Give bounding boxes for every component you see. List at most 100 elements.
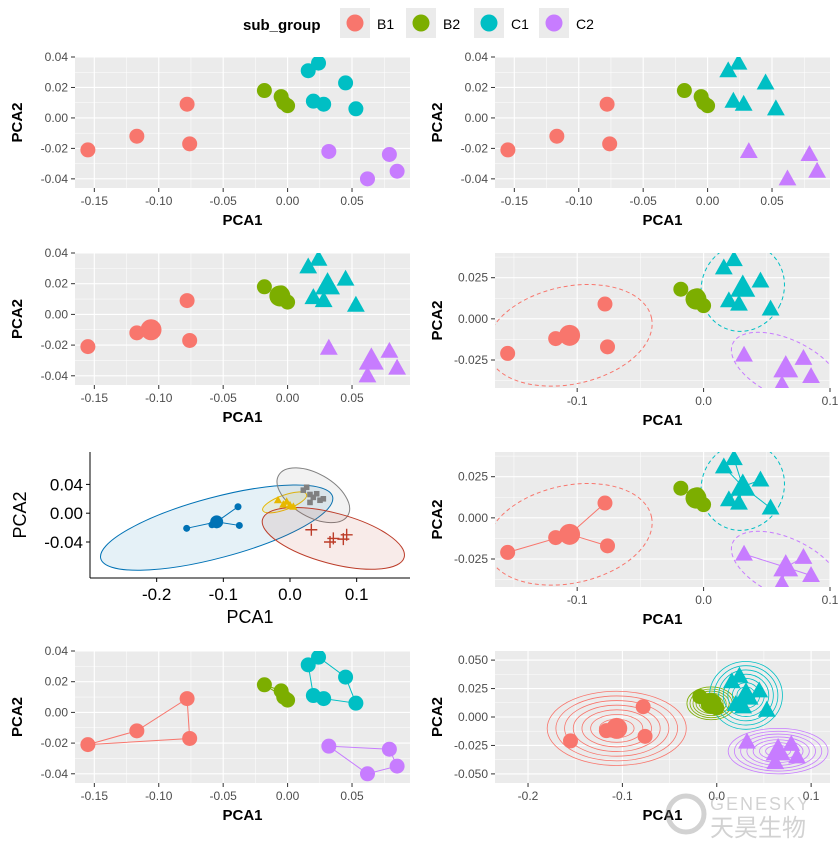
x-tick-label: 0.00 [276, 391, 300, 405]
point-C2-1 [778, 169, 797, 186]
y-tick-label: 0.00 [45, 705, 69, 719]
y-tick-label: 0.04 [465, 50, 489, 64]
x-tick-label: 0.0 [278, 585, 302, 604]
point-B1-0 [500, 345, 516, 361]
centroid-C2 [773, 554, 799, 577]
point-B1-2 [597, 296, 613, 312]
panel-scatter-density: -0.2 -0.1 0.0 0.1 -0.050 -0.025 0.000 0.025 0.05… [429, 651, 830, 824]
x-axis-title: PCA1 [226, 607, 273, 627]
point-C1-3 [316, 691, 332, 707]
x-tick-label: -0.05 [629, 194, 657, 208]
legend-marker-B1 [346, 14, 364, 32]
y-tick-label: 0.02 [45, 80, 69, 94]
y-tick-label: -0.02 [41, 141, 69, 155]
x-tick-label: -0.05 [209, 391, 237, 405]
point-C2-2 [794, 547, 813, 564]
x-tick-label: -0.05 [209, 194, 237, 208]
density-contour-B1 [572, 704, 661, 752]
point-C1-5 [348, 695, 364, 711]
legend: sub_group B1 B2 C1 C2 [243, 8, 594, 38]
point-group-2-2 [307, 491, 313, 498]
point-B1-0 [500, 544, 516, 560]
point-C2-3 [808, 161, 827, 178]
point-B1-1 [129, 128, 145, 144]
y-axis-title: PCA2 [429, 499, 446, 539]
y-tick-label: 0.00 [465, 111, 489, 125]
y-tick-label: 0.000 [458, 710, 488, 724]
point-C1-5 [346, 295, 365, 312]
point-C1-3 [734, 94, 753, 111]
point-C1-5 [757, 700, 776, 717]
plot-area [80, 57, 405, 187]
point-C2-0 [321, 738, 337, 754]
panel-scatter-shapes: -0.15 -0.10 -0.05 0.00 0.05 -0.04 -0.02 0.00 0.0… [429, 50, 830, 229]
point-B1-0 [80, 339, 96, 355]
y-tick-label: -0.02 [41, 736, 69, 750]
plot-background [75, 253, 410, 385]
y-axis-title: PCA2 [9, 102, 26, 142]
panel-scatter-spokes: -0.1 0.0 0.1 -0.025 0.000 0.025 PCA1 PCA2 [429, 452, 839, 628]
point-C1-1 [729, 57, 748, 70]
point-B2-3 [276, 689, 292, 705]
centroid-group-0 [210, 515, 224, 529]
point-C2-3 [788, 747, 806, 764]
point-B1-2 [179, 96, 195, 112]
point-C1-2 [304, 288, 323, 305]
y-tick-label: 0.025 [458, 470, 488, 484]
y-tick-label: 0.02 [465, 80, 489, 94]
point-C2-1 [774, 574, 790, 587]
point-B1-2 [597, 495, 613, 511]
y-axis-title: PCA2 [9, 697, 26, 737]
point-C2-0 [735, 345, 753, 362]
centroid-B2 [685, 487, 707, 509]
point-B1-3 [602, 136, 618, 152]
ellipse-C2 [730, 331, 830, 388]
density-contour-C2 [734, 730, 823, 772]
x-tick-label: 0.05 [340, 391, 364, 405]
x-axis-title: PCA1 [222, 807, 262, 824]
point-C1-4 [336, 269, 355, 286]
panel-scatter-hulls: -0.15 -0.10 -0.05 0.00 0.05 -0.04 -0.02 0.00 0.0… [9, 644, 410, 824]
y-tick-label: -0.025 [454, 738, 488, 752]
x-tick-label: 0.1 [803, 789, 820, 803]
legend-label-B1: B1 [377, 16, 394, 32]
y-tick-label: -0.025 [454, 552, 488, 566]
point-B1-3 [600, 538, 616, 554]
point-B1-2 [179, 691, 195, 707]
plot-background [75, 651, 410, 783]
centroid-B1 [140, 319, 162, 341]
point-group-2-7 [307, 499, 313, 506]
point-C1-4 [751, 470, 770, 487]
point-C2-2 [380, 341, 399, 358]
point-group-2-0 [300, 487, 307, 493]
point-B2-0 [676, 83, 692, 99]
x-tick-label: -0.2 [518, 789, 539, 803]
x-tick-label: 0.05 [340, 789, 364, 803]
y-axis-title: PCA2 [9, 299, 26, 339]
point-group-2-3 [310, 494, 317, 501]
plot-background [495, 253, 830, 388]
legend-label-C1: C1 [511, 16, 529, 32]
point-C2-1 [774, 375, 790, 388]
point-group-3-4 [327, 532, 340, 545]
point-C2-2 [782, 734, 801, 751]
panel-scatter-basic: -0.15 -0.10 -0.05 0.00 0.05 -0.04 -0.02 0.00 0.0… [9, 50, 410, 229]
y-tick-label: -0.04 [41, 172, 69, 186]
point-C1-3 [314, 291, 333, 308]
point-C1-1 [309, 253, 328, 266]
point-C1-5 [761, 299, 780, 316]
y-axis-title: PCA2 [429, 697, 446, 737]
point-C1-0 [299, 257, 318, 274]
x-tick-label: 0.05 [760, 194, 784, 208]
point-C2-1 [358, 366, 377, 383]
x-tick-label: 0.0 [695, 394, 712, 408]
density-contour-C2 [727, 727, 829, 775]
y-tick-label: 0.00 [45, 111, 69, 125]
point-group-1-2 [279, 500, 288, 508]
point-C2-1 [766, 753, 785, 770]
ellipse-B1 [495, 283, 653, 387]
point-C2-0 [739, 142, 758, 159]
y-tick-label: 0.00 [50, 504, 83, 523]
centroid-C1 [730, 473, 756, 496]
centroid-C2 [765, 738, 791, 761]
